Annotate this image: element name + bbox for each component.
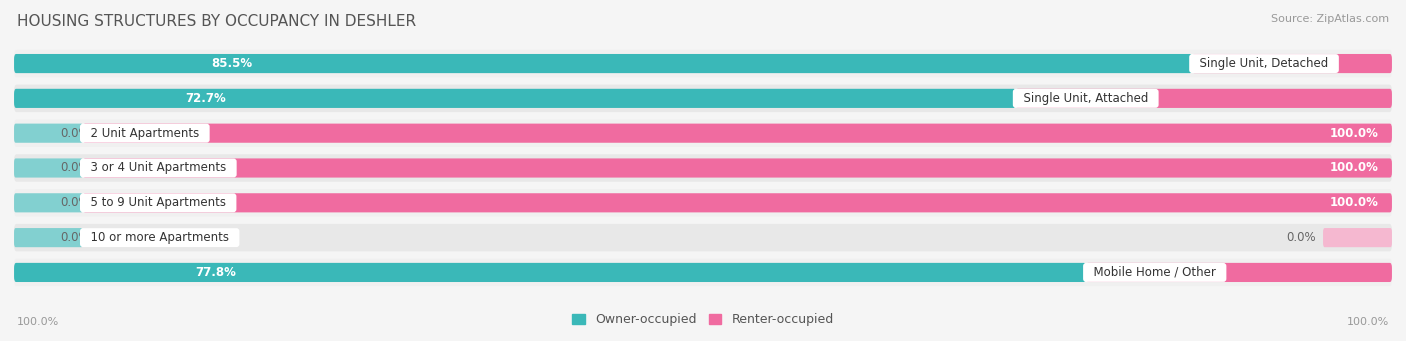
Text: 3 or 4 Unit Apartments: 3 or 4 Unit Apartments [83, 162, 233, 175]
Text: Single Unit, Detached: Single Unit, Detached [1192, 57, 1336, 70]
Text: 100.0%: 100.0% [17, 317, 59, 327]
Text: Mobile Home / Other: Mobile Home / Other [1085, 266, 1223, 279]
FancyBboxPatch shape [14, 159, 83, 178]
Text: 0.0%: 0.0% [1286, 231, 1316, 244]
FancyBboxPatch shape [14, 85, 1392, 112]
Text: 0.0%: 0.0% [60, 162, 90, 175]
Text: HOUSING STRUCTURES BY OCCUPANCY IN DESHLER: HOUSING STRUCTURES BY OCCUPANCY IN DESHL… [17, 14, 416, 29]
FancyBboxPatch shape [14, 189, 1392, 217]
Text: 0.0%: 0.0% [60, 127, 90, 140]
FancyBboxPatch shape [1015, 89, 1392, 108]
FancyBboxPatch shape [14, 259, 1392, 286]
FancyBboxPatch shape [83, 123, 1392, 143]
FancyBboxPatch shape [14, 193, 83, 212]
Text: 100.0%: 100.0% [1329, 162, 1378, 175]
Text: 85.5%: 85.5% [211, 57, 253, 70]
FancyBboxPatch shape [1323, 228, 1392, 247]
Text: 5 to 9 Unit Apartments: 5 to 9 Unit Apartments [83, 196, 233, 209]
Text: Source: ZipAtlas.com: Source: ZipAtlas.com [1271, 14, 1389, 24]
Legend: Owner-occupied, Renter-occupied: Owner-occupied, Renter-occupied [568, 308, 838, 331]
FancyBboxPatch shape [14, 228, 83, 247]
Text: 100.0%: 100.0% [1329, 196, 1378, 209]
FancyBboxPatch shape [14, 123, 83, 143]
Text: 72.7%: 72.7% [186, 92, 226, 105]
Text: 10 or more Apartments: 10 or more Apartments [83, 231, 236, 244]
Text: 0.0%: 0.0% [60, 231, 90, 244]
FancyBboxPatch shape [1192, 54, 1392, 73]
Text: 100.0%: 100.0% [1329, 127, 1378, 140]
Text: 100.0%: 100.0% [1347, 317, 1389, 327]
FancyBboxPatch shape [14, 263, 1085, 282]
FancyBboxPatch shape [14, 154, 1392, 182]
FancyBboxPatch shape [14, 54, 1192, 73]
FancyBboxPatch shape [83, 159, 1392, 178]
FancyBboxPatch shape [14, 89, 1015, 108]
Text: 2 Unit Apartments: 2 Unit Apartments [83, 127, 207, 140]
FancyBboxPatch shape [1085, 263, 1392, 282]
Text: 77.8%: 77.8% [195, 266, 236, 279]
FancyBboxPatch shape [14, 119, 1392, 147]
FancyBboxPatch shape [14, 224, 1392, 251]
FancyBboxPatch shape [14, 50, 1392, 77]
Text: 0.0%: 0.0% [60, 196, 90, 209]
FancyBboxPatch shape [83, 193, 1392, 212]
Text: Single Unit, Attached: Single Unit, Attached [1015, 92, 1156, 105]
